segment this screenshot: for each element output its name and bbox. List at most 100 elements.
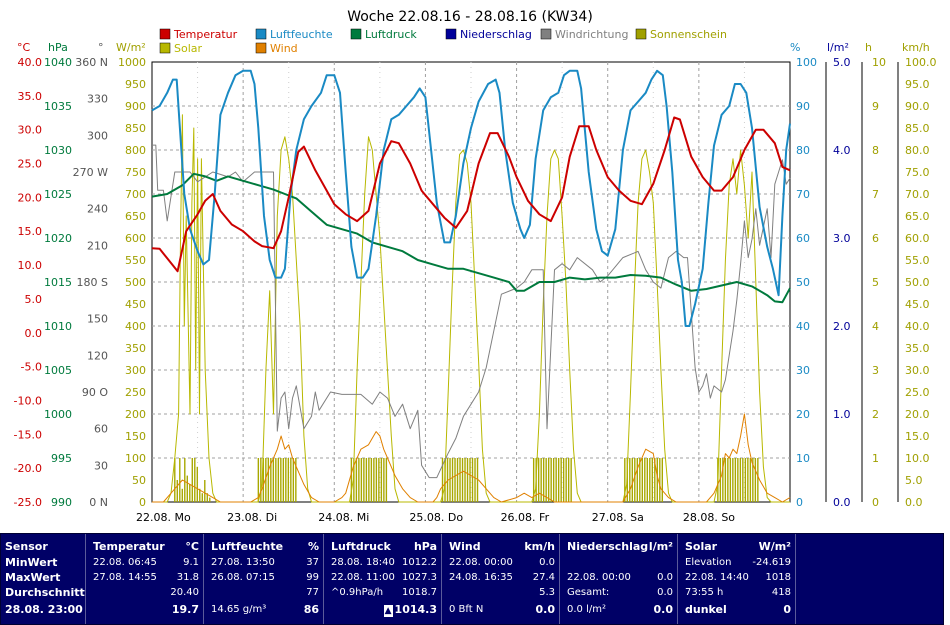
axis-tick-press: 1000 (44, 408, 72, 421)
x-tick-label: 24.08. Mi (318, 511, 369, 524)
axis-tick-sun: 5 (872, 276, 879, 289)
press-unit: hPa (413, 540, 437, 553)
series-temperatur (151, 116, 791, 273)
legend-label: Solar (174, 42, 203, 55)
press-min-val: 1012.2 (402, 557, 437, 568)
axis-tick-rain: 2.0 (833, 320, 851, 333)
x-axis-labels: 22.08. Mo 23.08. Di 24.08. Mi 25.08. Do 26.0… (136, 511, 735, 524)
axis-tick-press: 1025 (44, 188, 72, 201)
axis-tick-wind: 50.0 (905, 276, 930, 289)
legend-label: Luftfeuchte (270, 28, 333, 41)
sensor-row-min: MinWert (5, 556, 58, 569)
legend-swatch (159, 28, 171, 40)
axis-tick-wind: 90.0 (905, 100, 930, 113)
press-max-time: 22.08. 11:00 (331, 572, 395, 583)
axis-tick-solar: 850 (125, 122, 146, 135)
solar-state: dunkel (685, 603, 727, 616)
sensor-footer: 28.08. 23:00 (5, 603, 83, 616)
series-wind (152, 413, 791, 503)
axis-tick-wind: 40.0 (905, 320, 930, 333)
hum-absolute: 14.65 g/m³ (211, 604, 267, 615)
axis-tick-dir: 360 N (75, 56, 108, 69)
sensor-header: Sensor (5, 540, 48, 553)
axis-tick-solar: 100 (125, 452, 146, 465)
col-sensor: Sensor MinWert MaxWert Durchschnitt 28.0… (1, 534, 86, 624)
axis-tick-solar: 400 (125, 320, 146, 333)
axis-tick-wind: 70.0 (905, 188, 930, 201)
axis-tick-sun: 10 (872, 56, 886, 69)
legend-label: Niederschlag (460, 28, 532, 41)
solar-elevation: -24.619 (752, 557, 791, 568)
legend-swatch (445, 28, 457, 40)
axis-tick-solar: 1000 (118, 56, 146, 69)
axis-unit-hum: % (790, 41, 800, 54)
rain-unit: l/m² (648, 540, 673, 553)
legend-swatch (350, 28, 362, 40)
chart-title: Woche 22.08.16 - 28.08.16 (KW34) (347, 9, 593, 25)
axis-tick-temp: 0.0 (25, 327, 43, 340)
axis-tick-rain: 4.0 (833, 144, 851, 157)
axis-tick-wind: 30.0 (905, 364, 930, 377)
axis-tick-dir: 330 (87, 93, 108, 106)
solar-current: 0 (783, 603, 791, 616)
rain-total: 0.0 (657, 587, 673, 598)
axis-tick-press: 1040 (44, 56, 72, 69)
axis-tick-solar: 200 (125, 408, 146, 421)
axis-tick-solar: 500 (125, 276, 146, 289)
axis-tick-solar: 950 (125, 78, 146, 91)
axis-tick-wind: 60.0 (905, 232, 930, 245)
axis-tick-temp: -5.0 (21, 361, 42, 374)
axis-unit-wind: km/h (902, 41, 930, 54)
press-trend: ^0.9hPa/h (331, 587, 384, 598)
series-luftfeuchte (151, 69, 791, 327)
rain-total-label: Gesamt: (567, 587, 610, 598)
axis-tick-hum: 90 (796, 100, 810, 113)
axis-tick-temp: 30.0 (18, 124, 43, 137)
press-avg: 1018.7 (402, 587, 437, 598)
press-header: Luftdruck (331, 540, 391, 553)
temp-header: Temperatur (93, 540, 165, 553)
temp-avg: 20.40 (170, 587, 199, 598)
axis-tick-solar: 800 (125, 144, 146, 157)
x-tick-label: 25.08. Do (409, 511, 463, 524)
axis-tick-sun: 9 (872, 100, 879, 113)
axis-tick-hum: 10 (796, 452, 810, 465)
axis-tick-wind: 75.0 (905, 166, 930, 179)
wind-avg: 5.3 (539, 587, 555, 598)
wind-unit: km/h (524, 540, 555, 553)
axis-tick-dir: 60 (94, 423, 108, 436)
axis-tick-wind: 45.0 (905, 298, 930, 311)
legend: Temperatur Luftfeuchte Luftdruck Niederschl… (159, 28, 727, 55)
axis-tick-rain: 0.0 (833, 496, 851, 509)
axis-unit-press: hPa (48, 41, 68, 54)
col-temperatur: Temperatur °C 22.08. 06:45 9.1 27.08. 14:5… (89, 534, 204, 624)
axis-tick-solar: 550 (125, 254, 146, 267)
rain-rate: 0.0 l/m² (567, 604, 606, 615)
axis-tick-dir: 120 (87, 349, 108, 362)
rain-max-time: 22.08. 00:00 (567, 572, 631, 583)
axis-tick-sun: 0 (872, 496, 879, 509)
axis-tick-sun: 2 (872, 408, 879, 421)
axis-tick-wind: 5.0 (905, 474, 923, 487)
axis-tick-wind: 35.0 (905, 342, 930, 355)
trend-arrow-icon: ▲ (383, 605, 393, 617)
axis-tick-wind: 25.0 (905, 386, 930, 399)
axis-tick-temp: 20.0 (18, 191, 43, 204)
legend-label: Temperatur (173, 28, 238, 41)
hum-max-val: 99 (306, 572, 319, 583)
axis-tick-solar: 350 (125, 342, 146, 355)
axis-tick-press: 995 (51, 452, 72, 465)
hum-header: Luftfeuchte (211, 540, 284, 553)
axis-tick-press: 1015 (44, 276, 72, 289)
axis-tick-dir: 150 (87, 313, 108, 326)
x-tick-label: 27.08. Sa (592, 511, 644, 524)
axis-tick-solar: 450 (125, 298, 146, 311)
axis-tick-solar: 700 (125, 188, 146, 201)
wind-beaufort: 0 Bft N (449, 604, 484, 615)
solar-unit: W/m² (758, 540, 791, 553)
axis-tick-dir: 240 (87, 203, 108, 216)
solar-hours: 73:55 h (685, 587, 724, 598)
col-wind: Wind km/h 22.08. 00:00 0.0 24.08. 16:35 27.… (445, 534, 560, 624)
axis-tick-hum: 40 (796, 320, 810, 333)
hum-unit: % (307, 540, 319, 553)
